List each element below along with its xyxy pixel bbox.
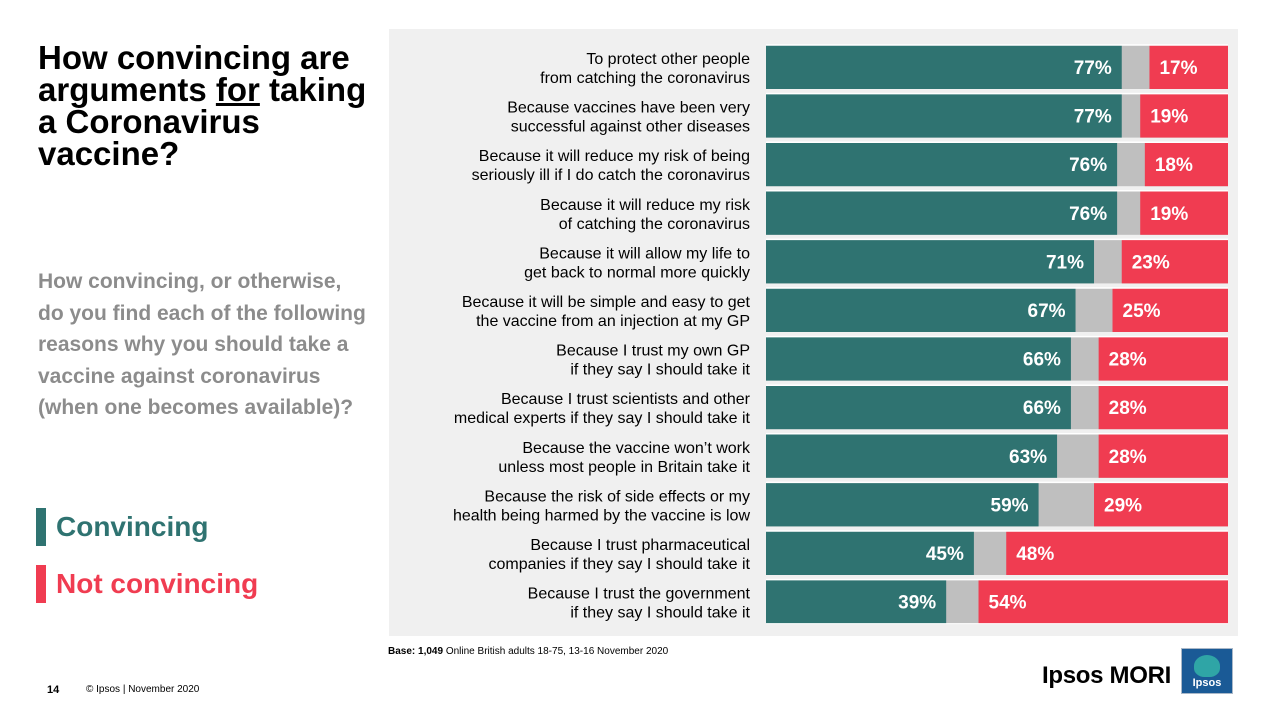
legend-convincing-swatch bbox=[36, 508, 46, 546]
bar-convincing bbox=[766, 288, 1076, 332]
bar-convincing bbox=[766, 190, 1118, 235]
category-label: Because it will reduce my risk of being s… bbox=[472, 148, 750, 184]
bar-not-convincing bbox=[1098, 385, 1228, 430]
bar-convincing bbox=[766, 579, 947, 624]
bar-not-convincing bbox=[1112, 288, 1228, 332]
bar-not-convincing bbox=[1094, 482, 1228, 527]
value-label-not-convincing: 28% bbox=[1109, 398, 1147, 419]
bar-convincing bbox=[766, 45, 1122, 89]
value-label-convincing: 45% bbox=[926, 544, 964, 565]
bar-not-convincing bbox=[978, 579, 1228, 624]
category-label: Because it will reduce my risk of catchin… bbox=[540, 197, 751, 233]
value-label-convincing: 76% bbox=[1069, 204, 1107, 225]
value-label-convincing: 66% bbox=[1023, 398, 1061, 419]
question-text: How convincing, or otherwise, do you fin… bbox=[38, 270, 366, 419]
legend-not-convincing: Not convincing bbox=[36, 565, 258, 603]
title-text: How convincing are arguments bbox=[38, 39, 350, 108]
logo-drop-icon bbox=[1194, 655, 1220, 677]
base-note: Base: 1,049 Online British adults 18-75,… bbox=[388, 646, 668, 657]
base-value: 1,049 bbox=[418, 646, 444, 657]
value-label-not-convincing: 25% bbox=[1123, 301, 1161, 322]
bar-convincing bbox=[766, 482, 1039, 527]
category-label: Because I trust pharmaceutical companies … bbox=[489, 537, 751, 573]
value-label-not-convincing: 23% bbox=[1132, 252, 1170, 273]
value-label-not-convincing: 19% bbox=[1150, 107, 1188, 128]
bar-convincing bbox=[766, 433, 1058, 478]
value-label-convincing: 39% bbox=[898, 593, 936, 614]
value-label-convincing: 59% bbox=[991, 495, 1029, 516]
legend-not-convincing-label: Not convincing bbox=[56, 568, 259, 599]
bar-convincing bbox=[766, 239, 1095, 284]
value-label-convincing: 66% bbox=[1023, 350, 1061, 371]
value-label-not-convincing: 17% bbox=[1159, 58, 1197, 79]
value-label-convincing: 67% bbox=[1028, 301, 1066, 322]
title-underlined-word: for bbox=[215, 71, 260, 108]
bar-not-convincing bbox=[1006, 531, 1228, 575]
category-label: Because it will be simple and easy to ge… bbox=[462, 294, 751, 330]
bar-not-convincing bbox=[1098, 336, 1228, 381]
value-label-convincing: 77% bbox=[1074, 107, 1112, 128]
bar-convincing bbox=[766, 531, 974, 575]
bar-not-convincing bbox=[1149, 45, 1228, 89]
base-label: Base: bbox=[388, 646, 416, 657]
legend-convincing-label: Convincing bbox=[56, 511, 209, 542]
legend-not-convincing-swatch bbox=[36, 565, 46, 603]
ipsos-logo: Ipsos bbox=[1181, 648, 1233, 694]
copyright: © Ipsos | November 2020 bbox=[86, 684, 200, 695]
bar-not-convincing bbox=[1140, 93, 1228, 138]
page-number: 14 bbox=[47, 684, 60, 696]
category-label: Because I trust the government if they sa… bbox=[528, 586, 751, 622]
category-label: To protect other people from catching the… bbox=[540, 51, 750, 87]
value-label-not-convincing: 18% bbox=[1155, 155, 1193, 176]
bar-not-convincing bbox=[1098, 433, 1228, 478]
logo-text: Ipsos bbox=[1192, 677, 1222, 689]
page-title: How convincing are arguments for taking … bbox=[38, 39, 378, 172]
value-label-not-convincing: 19% bbox=[1150, 204, 1188, 225]
title-text-end: taking a Coronavirus vaccine? bbox=[38, 71, 367, 172]
value-label-not-convincing: 48% bbox=[1016, 544, 1054, 565]
bar-convincing bbox=[766, 385, 1071, 430]
category-label: Because the vaccine won’t work unless mos… bbox=[498, 440, 751, 476]
value-label-convincing: 76% bbox=[1069, 155, 1107, 176]
base-text: Online British adults 18-75, 13-16 Novem… bbox=[443, 646, 669, 657]
bar-not-convincing bbox=[1144, 142, 1228, 187]
category-label: Because I trust my own GP if they say I s… bbox=[556, 343, 750, 379]
bar-convincing bbox=[766, 336, 1071, 381]
bar-not-convincing bbox=[1121, 239, 1228, 284]
value-label-convincing: 71% bbox=[1046, 252, 1084, 273]
bar-chart: To protect other people from catching the… bbox=[453, 44, 1228, 625]
category-label: Because I trust scientists and other medi… bbox=[454, 391, 751, 427]
bar-not-convincing bbox=[1140, 190, 1228, 235]
value-label-convincing: 77% bbox=[1074, 58, 1112, 79]
category-label: Because it will allow my life to get back… bbox=[524, 245, 750, 281]
bar-convincing bbox=[766, 93, 1122, 138]
brand-name: Ipsos MORI bbox=[1042, 662, 1172, 689]
value-label-not-convincing: 54% bbox=[989, 593, 1027, 614]
bar-convincing bbox=[766, 142, 1118, 187]
category-label: Because the risk of side effects or my he… bbox=[453, 488, 751, 524]
category-label: Because vaccines have been very successfu… bbox=[507, 100, 750, 136]
value-label-not-convincing: 28% bbox=[1109, 447, 1147, 468]
value-label-not-convincing: 29% bbox=[1104, 495, 1142, 516]
value-label-not-convincing: 28% bbox=[1109, 350, 1147, 371]
legend-convincing: Convincing bbox=[36, 508, 208, 546]
value-label-convincing: 63% bbox=[1009, 447, 1047, 468]
